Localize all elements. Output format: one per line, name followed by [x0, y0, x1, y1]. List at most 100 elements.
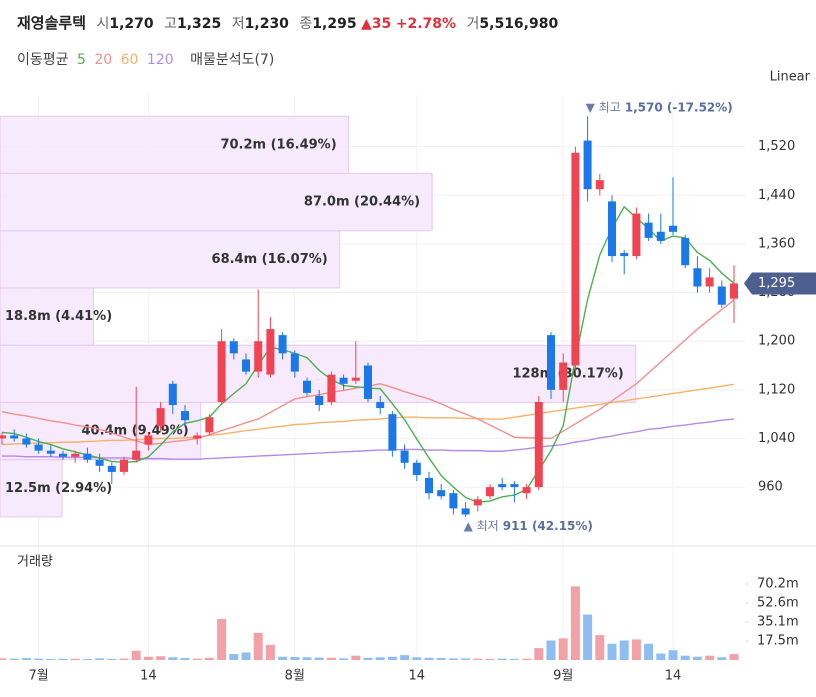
- volume-label: 거: [466, 16, 480, 32]
- annotation-marker: ▲ 최저: [464, 518, 499, 532]
- price-annotation: ▲ 최저 911 (42.15%): [464, 518, 593, 532]
- candle-body: [425, 477, 433, 494]
- volume-bar: [290, 656, 300, 660]
- y-tick-label: 1,360: [758, 236, 795, 251]
- volume-bar: [131, 650, 141, 660]
- volume-bar: [619, 640, 629, 660]
- volume-bar: [168, 657, 178, 660]
- profile-toggle[interactable]: 매물분석도(7): [190, 52, 275, 68]
- volume-bar: [412, 657, 422, 660]
- candle-body: [388, 414, 397, 451]
- change: ▲35: [361, 16, 392, 32]
- candle-body: [571, 152, 580, 366]
- volume: 5,516,980: [479, 16, 559, 32]
- volume-bar: [485, 658, 495, 660]
- candle-body: [717, 286, 726, 305]
- volume-bar: [473, 658, 483, 660]
- volume-bar: [534, 648, 544, 660]
- x-tick-label: 8월: [285, 669, 305, 684]
- volume-bar: [400, 655, 410, 660]
- candle-body: [461, 508, 470, 515]
- volume-bar: [229, 654, 239, 660]
- candle-body: [608, 201, 616, 257]
- volume-profile-bar: [0, 172, 433, 232]
- y-tick-label: 1,200: [758, 334, 795, 349]
- volume-bar: [583, 614, 593, 660]
- x-tick-label: 7월: [28, 669, 48, 684]
- candle-body: [400, 450, 409, 463]
- legend-entry[interactable]: 5: [76, 52, 86, 68]
- open: 1,270: [109, 16, 154, 32]
- candle-body: [181, 411, 189, 421]
- x-tick-label: 14: [140, 669, 157, 684]
- volume-bar: [339, 658, 349, 660]
- volume-bar: [82, 659, 92, 660]
- x-tick-label: 14: [409, 669, 426, 684]
- volume-title: 거래량: [17, 555, 53, 570]
- volume-bar: [570, 586, 580, 660]
- volume-bar: [0, 658, 7, 660]
- legend-entry[interactable]: 60: [120, 52, 139, 68]
- candle-body: [22, 438, 31, 445]
- candle-body: [120, 459, 128, 472]
- annotation-text: 911 (42.15%): [503, 518, 593, 532]
- candle-body: [144, 435, 153, 445]
- last-price-badge: [744, 272, 816, 295]
- volume-bar: [375, 657, 385, 660]
- candle-body: [412, 462, 421, 475]
- candle-body: [522, 487, 531, 494]
- candle-body: [583, 140, 592, 190]
- candle-body: [315, 395, 324, 406]
- candle-body: [339, 377, 348, 384]
- candle-body: [644, 222, 653, 238]
- volume-bar: [241, 652, 251, 660]
- candle-body: [705, 277, 714, 287]
- candle-body: [0, 435, 6, 439]
- volume-bar: [95, 658, 105, 660]
- legend-entry[interactable]: 120: [146, 52, 174, 68]
- ma-title: 이동평균: [17, 52, 69, 68]
- candle-body: [290, 353, 299, 372]
- volume-bar: [668, 650, 678, 660]
- candle-body: [595, 180, 604, 190]
- volume-profile-label: 70.2m (16.49%): [220, 137, 336, 152]
- y-tick-label: 1,440: [758, 188, 795, 203]
- candle-body: [266, 329, 275, 375]
- candle-body: [632, 213, 641, 257]
- volume-bar: [119, 658, 129, 660]
- volume-bar: [156, 656, 166, 660]
- volume-bar: [558, 638, 568, 660]
- stock-name: 재영솔루텍: [17, 14, 87, 32]
- candle-body: [559, 362, 568, 390]
- candle-body: [510, 484, 519, 488]
- candle-body: [498, 484, 507, 488]
- candle-body: [693, 268, 702, 287]
- candle-body: [10, 435, 19, 439]
- volume-bar: [656, 653, 666, 660]
- volume-profile-bar: [0, 115, 350, 174]
- volume-profile-label: 18.8m (4.41%): [5, 309, 112, 324]
- volume-profile-bar: [0, 344, 637, 403]
- candle-body: [486, 487, 494, 497]
- candle-body: [46, 450, 55, 454]
- candle-body: [620, 253, 629, 257]
- candle-body: [437, 490, 446, 497]
- volume-profile-bar: [0, 401, 202, 461]
- candle-body: [669, 225, 677, 232]
- candle-body: [95, 459, 104, 466]
- legend-entry[interactable]: 20: [94, 52, 113, 68]
- volume-profile-label: 40.4m (9.49%): [82, 424, 189, 439]
- y-tick-label: 52.6m: [757, 596, 799, 611]
- volume-profile-label: 12.5m (2.94%): [5, 481, 112, 496]
- low-label: 저: [231, 16, 245, 32]
- volume-bar: [192, 658, 202, 660]
- candle-body: [83, 453, 92, 460]
- candle-body: [547, 335, 555, 390]
- candle-body: [59, 453, 67, 457]
- volume-bar: [522, 658, 532, 660]
- candle-body: [242, 359, 250, 372]
- candle-body: [107, 465, 116, 472]
- annotation-text: 1,570 (-17.52%): [625, 100, 733, 114]
